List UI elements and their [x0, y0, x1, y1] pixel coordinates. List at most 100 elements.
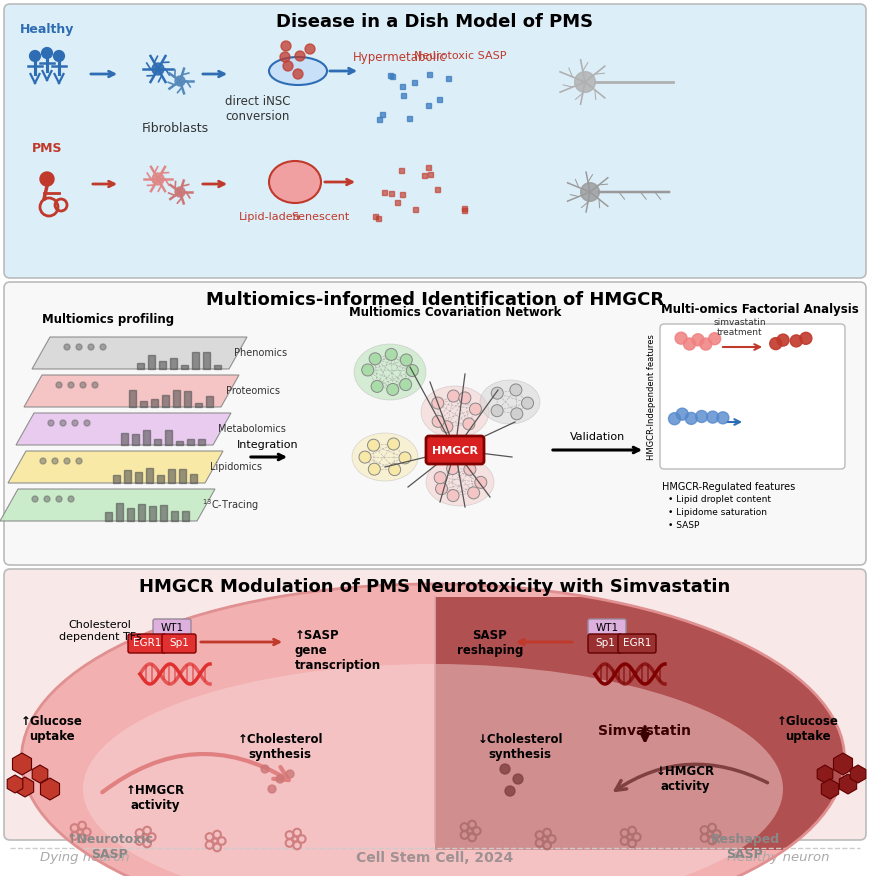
Text: HMGCR-Independent features: HMGCR-Independent features	[647, 334, 656, 460]
Bar	[160, 505, 167, 521]
Circle shape	[72, 420, 78, 426]
Text: • SASP: • SASP	[667, 521, 699, 530]
Bar	[183, 391, 191, 407]
Circle shape	[76, 458, 82, 464]
Text: Cell Stem Cell, 2024: Cell Stem Cell, 2024	[356, 851, 513, 865]
Circle shape	[68, 496, 74, 502]
Circle shape	[462, 418, 474, 430]
Circle shape	[40, 172, 54, 186]
Circle shape	[371, 380, 382, 392]
Circle shape	[76, 344, 82, 350]
FancyBboxPatch shape	[4, 4, 865, 278]
FancyArrowPatch shape	[615, 764, 766, 790]
Bar	[413, 207, 418, 212]
Circle shape	[362, 364, 374, 376]
Polygon shape	[7, 775, 23, 793]
Text: HMGCR Modulation of PMS Neurotoxicity with Simvastatin: HMGCR Modulation of PMS Neurotoxicity wi…	[139, 578, 730, 596]
Circle shape	[100, 344, 106, 350]
Circle shape	[175, 187, 185, 197]
Bar	[162, 394, 169, 407]
Circle shape	[510, 408, 522, 420]
Circle shape	[268, 785, 275, 793]
Circle shape	[56, 382, 62, 388]
Text: ↑SASP
gene
transcription: ↑SASP gene transcription	[295, 629, 381, 672]
Text: Sp1: Sp1	[594, 638, 614, 648]
Circle shape	[504, 786, 514, 796]
Circle shape	[286, 770, 294, 778]
Text: Healthy neuron: Healthy neuron	[726, 851, 829, 865]
Bar	[434, 187, 440, 192]
Bar	[138, 504, 145, 521]
FancyBboxPatch shape	[4, 569, 865, 840]
Bar	[461, 208, 466, 213]
Circle shape	[683, 338, 694, 350]
Text: Sp1: Sp1	[169, 638, 189, 648]
FancyBboxPatch shape	[660, 324, 844, 469]
Bar	[105, 512, 112, 521]
Text: Validation: Validation	[570, 432, 625, 442]
Text: EGR1: EGR1	[622, 638, 650, 648]
Circle shape	[64, 344, 70, 350]
Text: direct iNSC
conversion: direct iNSC conversion	[225, 95, 290, 123]
Bar	[143, 430, 149, 445]
Text: PMS: PMS	[31, 143, 63, 156]
Circle shape	[48, 420, 54, 426]
Ellipse shape	[22, 584, 844, 876]
Circle shape	[776, 334, 788, 346]
Circle shape	[674, 332, 687, 344]
Text: Hypermetabolic: Hypermetabolic	[353, 52, 447, 65]
Bar	[159, 361, 166, 369]
Circle shape	[675, 408, 687, 420]
Circle shape	[708, 333, 720, 345]
Bar	[135, 472, 142, 483]
Circle shape	[280, 52, 289, 62]
Bar	[401, 93, 406, 98]
Bar	[395, 200, 399, 205]
Circle shape	[399, 452, 410, 464]
Text: SASP
reshaping: SASP reshaping	[456, 629, 522, 657]
Circle shape	[474, 477, 487, 488]
Circle shape	[88, 344, 94, 350]
Bar	[192, 352, 199, 369]
Bar	[176, 441, 182, 445]
FancyBboxPatch shape	[426, 436, 483, 464]
Bar	[169, 357, 176, 369]
Bar	[187, 439, 194, 445]
Text: Multiomics profiling: Multiomics profiling	[42, 314, 174, 327]
Circle shape	[387, 438, 399, 450]
Circle shape	[500, 764, 509, 774]
Ellipse shape	[480, 380, 540, 424]
Bar	[400, 84, 404, 89]
Bar	[428, 172, 432, 177]
Bar	[165, 430, 172, 445]
Bar	[179, 470, 186, 483]
Text: HMGCR: HMGCR	[432, 446, 477, 456]
FancyBboxPatch shape	[162, 634, 196, 653]
Ellipse shape	[426, 458, 494, 506]
Circle shape	[92, 382, 98, 388]
Bar	[168, 469, 175, 483]
Text: Simvastatin: Simvastatin	[598, 724, 691, 738]
Circle shape	[667, 413, 680, 425]
Bar	[373, 214, 378, 219]
Circle shape	[281, 41, 290, 51]
Circle shape	[685, 413, 696, 424]
Polygon shape	[833, 753, 852, 775]
Circle shape	[490, 405, 502, 417]
Circle shape	[261, 765, 269, 773]
Bar	[149, 506, 156, 521]
Text: ↑Neurotoxic
SASP: ↑Neurotoxic SASP	[67, 833, 153, 861]
Circle shape	[84, 420, 90, 426]
Bar	[182, 511, 189, 521]
Bar	[181, 364, 188, 369]
Bar	[198, 440, 205, 445]
Circle shape	[400, 354, 412, 366]
Ellipse shape	[83, 664, 782, 876]
Text: Multi-omics Factorial Analysis: Multi-omics Factorial Analysis	[660, 303, 858, 316]
Polygon shape	[24, 375, 239, 407]
Ellipse shape	[22, 584, 844, 876]
Circle shape	[399, 378, 411, 391]
Circle shape	[434, 471, 446, 484]
Circle shape	[368, 353, 381, 364]
Text: Metabolomics: Metabolomics	[218, 424, 286, 434]
